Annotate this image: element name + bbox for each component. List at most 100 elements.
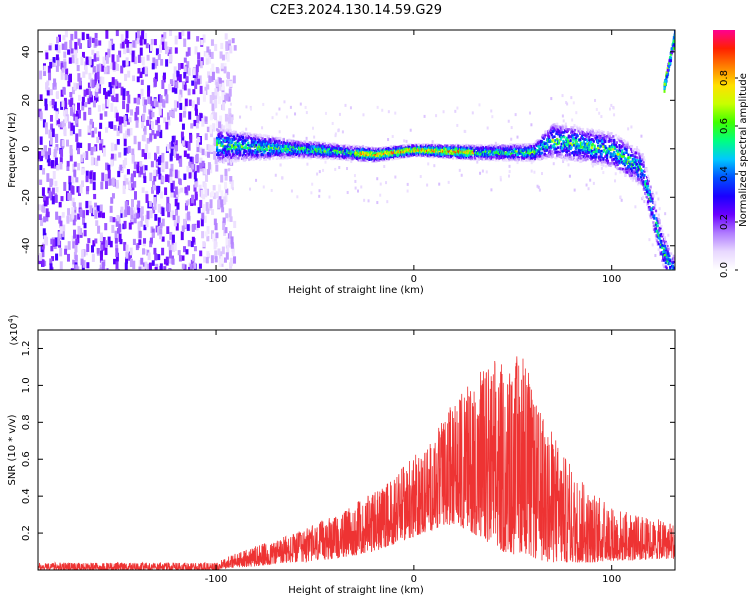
spectrogram-cell	[225, 44, 229, 51]
spectrogram-cell	[528, 154, 531, 158]
spectrogram-cell	[171, 140, 175, 147]
spectrogram-cell	[366, 159, 369, 163]
spectrogram-cell	[225, 93, 229, 101]
spectrogram-cell	[378, 156, 382, 159]
spectrogram-cell	[585, 183, 588, 187]
spectrogram-cell	[154, 267, 158, 270]
spectrogram-cell	[393, 148, 396, 151]
spectrogram-cell	[38, 204, 42, 211]
spectrogram-cell	[236, 148, 239, 152]
spectrogram-cell	[249, 105, 252, 109]
spectrogram-cell	[193, 184, 197, 192]
spectrogram-cell	[341, 157, 344, 161]
spectrogram-cell	[146, 138, 150, 144]
spectrogram-cell	[148, 262, 152, 270]
spectrogram-cell	[215, 81, 219, 87]
spectrogram-cell	[216, 152, 220, 155]
spectrogram-cell	[515, 147, 518, 151]
spectrogram-cell	[233, 45, 237, 51]
spectrogram-cell	[475, 154, 479, 158]
spectrogram-cell	[394, 175, 397, 179]
spectrogram-cell	[209, 114, 213, 121]
spectrogram-cell	[219, 129, 222, 132]
spectrogram-cell	[69, 154, 73, 162]
spectrogram-cell	[331, 145, 334, 148]
spectrogram-cell	[246, 138, 249, 142]
spectrogram-cell	[161, 207, 165, 216]
spectrogram-cell	[150, 121, 154, 129]
spectrogram-cell	[217, 153, 221, 157]
spectrogram-cell	[173, 66, 177, 74]
spectrogram-cell	[464, 157, 467, 161]
spectrogram-cell	[640, 134, 643, 138]
spectrogram-cell	[120, 206, 124, 214]
spectrogram-cell	[207, 49, 211, 56]
spectrogram-cell	[109, 205, 113, 213]
spectrogram-cell	[127, 61, 131, 67]
spectrogram-cell	[70, 33, 74, 41]
spectrogram-cell	[267, 151, 270, 155]
spectrogram-cell	[63, 181, 67, 191]
spectrogram-cell	[75, 238, 79, 245]
spectrogram-cell	[249, 133, 253, 137]
spectrogram-cell	[175, 209, 179, 216]
spectrogram-cell	[415, 154, 418, 157]
spectrogram-cell	[177, 188, 181, 194]
spectrogram-cell	[197, 207, 201, 214]
spectrogram-cell	[315, 156, 318, 159]
spectrogram-cell	[73, 82, 77, 90]
spectrogram-cell	[121, 40, 125, 49]
spectrogram-cell	[193, 119, 197, 127]
spectrogram-cell	[116, 228, 120, 234]
spectrogram-cell	[185, 51, 189, 57]
spectrogram-cell	[244, 158, 247, 162]
spectrogram-cell	[186, 165, 190, 173]
spectrogram-cell	[220, 131, 223, 134]
spectrogram-cell	[521, 157, 524, 161]
spectrogram-cell	[61, 100, 65, 107]
spectrogram-cell	[224, 113, 228, 122]
spectrogram-cell	[199, 85, 203, 95]
spectrogram-cell	[88, 72, 92, 80]
spectrogram-cell	[227, 136, 230, 140]
spectrogram-cell	[384, 150, 387, 154]
spectrogram-cell	[126, 40, 130, 48]
spectrogram-cell	[228, 134, 231, 138]
spectrogram-cell	[105, 127, 109, 133]
spectrogram-cell	[475, 153, 478, 156]
spectrogram-cell	[234, 130, 237, 134]
spectrogram-cell	[217, 132, 221, 136]
spectrogram-cell	[276, 141, 279, 145]
spectrogram-cell	[533, 157, 537, 160]
spectrogram-cell	[64, 245, 68, 251]
spectrogram-cell	[221, 92, 225, 101]
spectrogram-cell	[77, 73, 81, 82]
spectrogram-cell	[82, 210, 86, 220]
spectrogram-cell	[207, 151, 211, 158]
spectrogram-cell	[282, 141, 286, 144]
spectrogram-cell	[177, 63, 181, 71]
spectrogram-cell	[356, 147, 359, 150]
spectrogram-cell	[263, 134, 266, 137]
spectrogram-cell	[217, 138, 221, 141]
spectrogram-cell	[232, 133, 235, 136]
spectrogram-cell	[169, 154, 173, 161]
spectrogram-cell	[117, 170, 121, 178]
spectrogram-cell	[141, 56, 145, 66]
spectrogram-cell	[218, 77, 222, 84]
spectrogram-cell	[124, 130, 128, 138]
spectrogram-cell	[556, 136, 559, 140]
spectrogram-cell	[51, 256, 55, 262]
spectrogram-cell	[408, 143, 411, 147]
spectrogram-cell	[245, 143, 248, 147]
spectrogram-cell	[69, 214, 73, 222]
spectrogram-cell	[215, 67, 219, 74]
spectrogram-cell	[512, 158, 515, 162]
spectrogram-cell	[109, 240, 113, 248]
spectrogram-cell	[350, 144, 353, 148]
spectrogram-cell	[187, 185, 191, 191]
spectrogram-cell	[159, 129, 163, 139]
spectrogram-cell	[570, 96, 573, 100]
spectrogram-cell	[197, 137, 201, 143]
spectrogram-cell	[123, 48, 127, 55]
